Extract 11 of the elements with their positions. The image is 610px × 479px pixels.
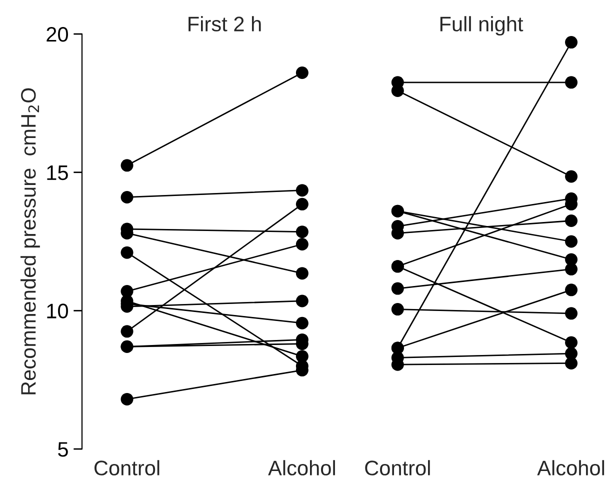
x-tick-label: Control	[94, 460, 160, 476]
x-tick-label: Alcohol	[268, 460, 335, 476]
y-axis-title: Recommended pressure cmH$_{2}$O	[20, 88, 40, 394]
y-tick-label: 10	[47, 304, 68, 318]
y-tick-label: 5	[58, 442, 68, 457]
y-tick-label: 20	[46, 27, 68, 42]
x-tick-label: Alcohol	[537, 460, 604, 476]
x-tick-label: Control	[365, 460, 430, 476]
chart-title: First 2 h	[188, 16, 261, 32]
y-tick-label: 15	[47, 166, 68, 180]
chart-title: Full night	[440, 16, 524, 36]
